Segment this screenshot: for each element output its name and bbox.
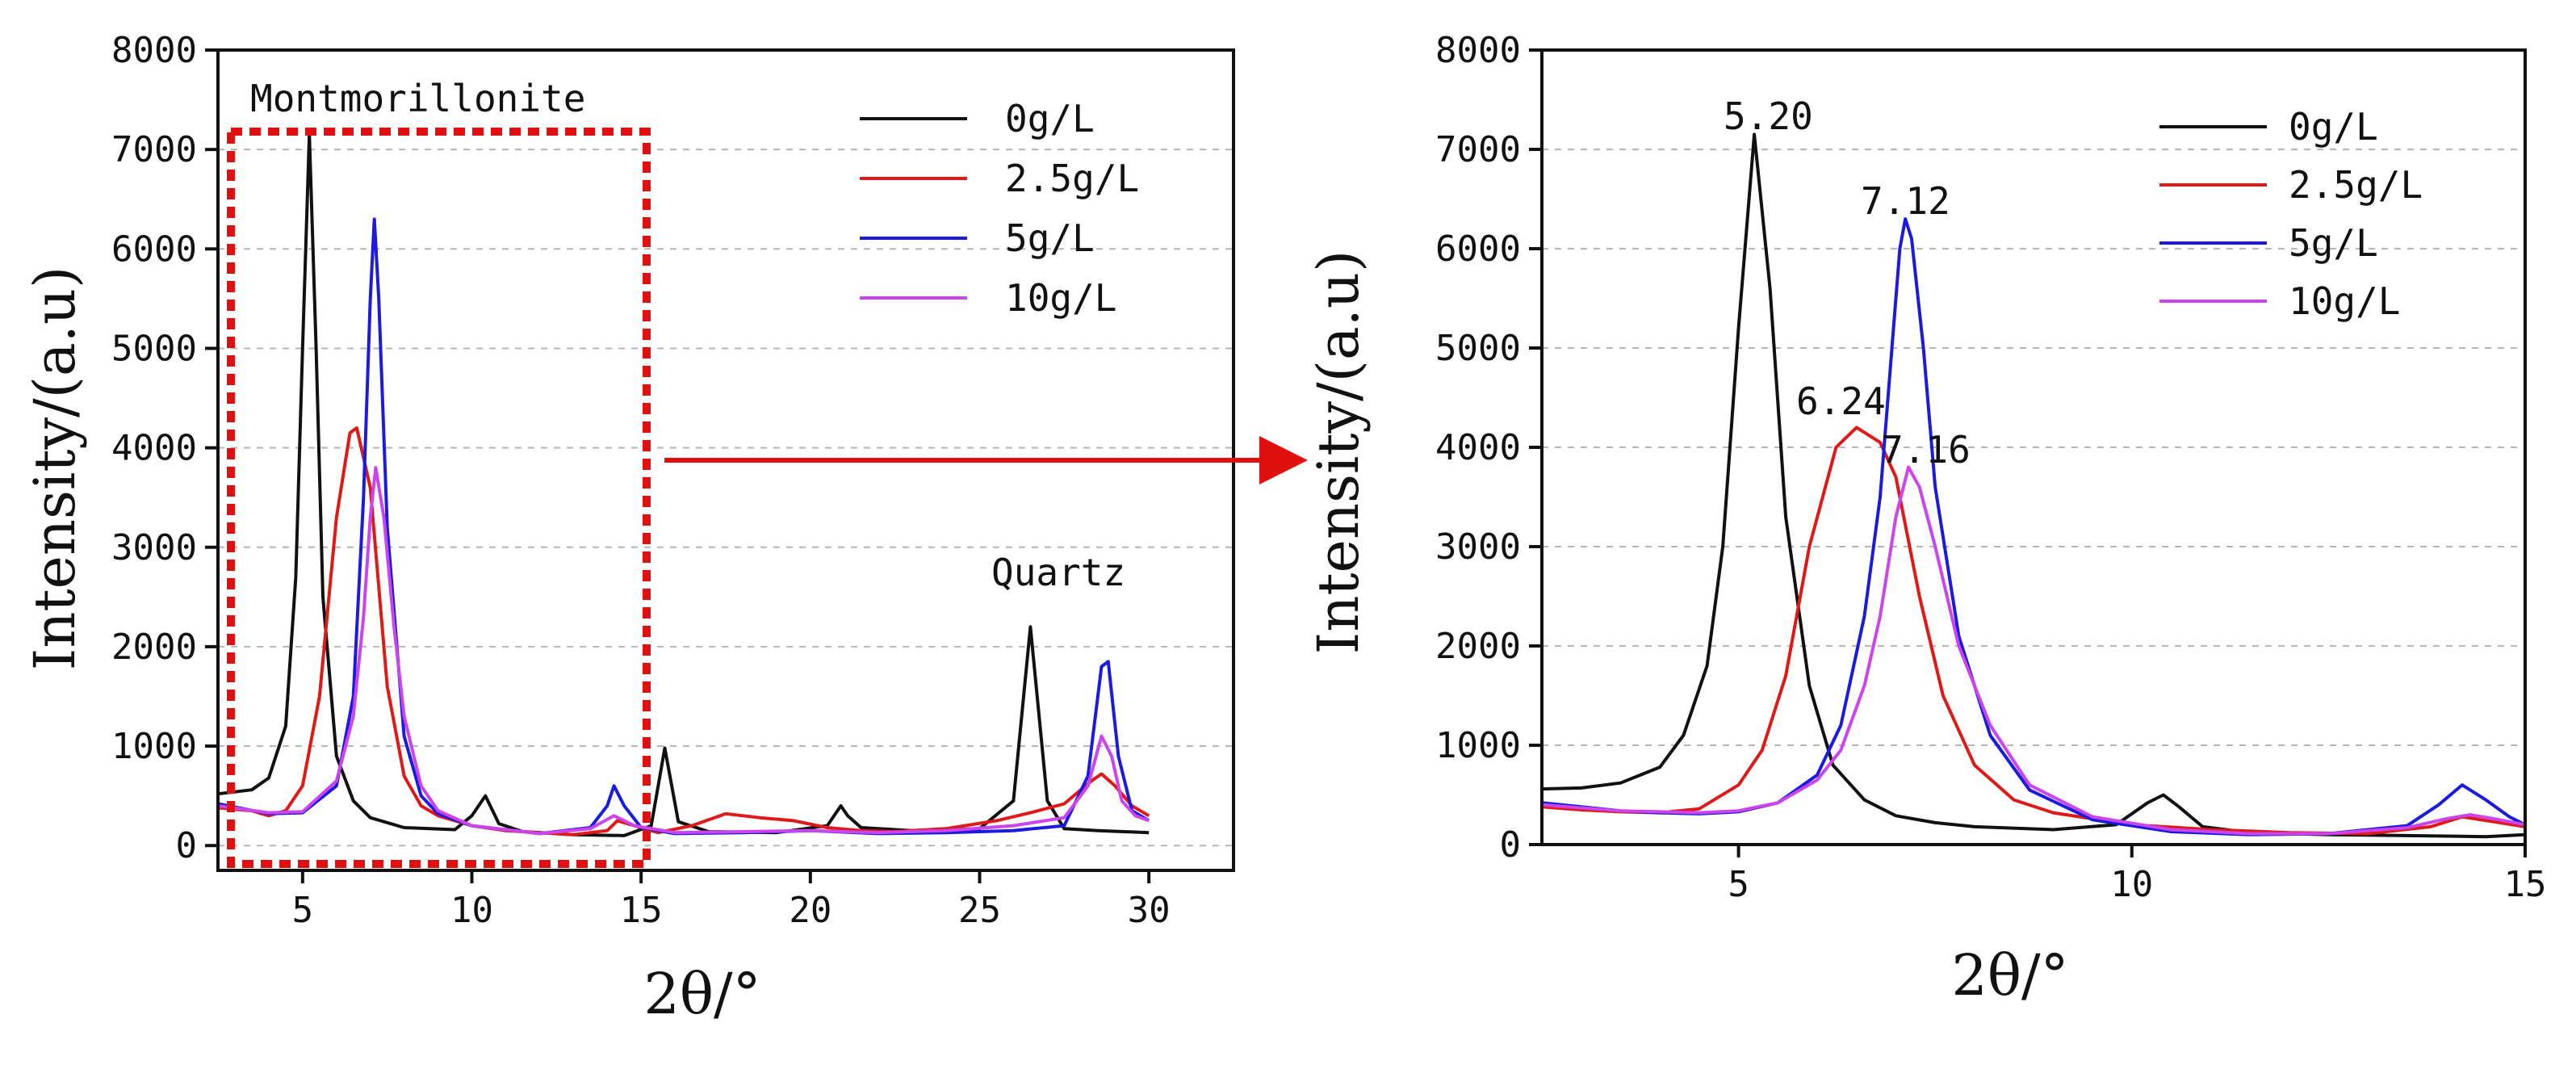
y-tick-label: 1000 — [1435, 725, 1521, 766]
y-tick-label: 7000 — [111, 129, 197, 170]
y-tick-label: 7000 — [1435, 129, 1521, 170]
zoomed-chart: 0 1000 2000 3000 4000 5000 6000 7000 8000 5 10 15 2… — [1305, 30, 2546, 1008]
annotation-quartz: Quartz — [991, 551, 1125, 594]
y-tick-label: 5000 — [111, 328, 197, 369]
y-tick-label: 0 — [176, 825, 198, 866]
legend-label: 10g/L — [2289, 279, 2400, 323]
x-tick-label: 5 — [1728, 864, 1749, 905]
series-line-10gL — [1541, 465, 2526, 836]
x-tick-label: 25 — [958, 890, 1001, 931]
legend-label: 2.5g/L — [2289, 163, 2423, 207]
legend-item: 2.5g/L — [2159, 163, 2423, 207]
x-axis-title: 2θ/° — [1951, 942, 2068, 1008]
series-line-25gL — [217, 426, 1150, 836]
y-tick-label: 6000 — [1435, 229, 1521, 270]
x-axis-title: 2θ/° — [643, 961, 760, 1027]
legend-label: 2.5g/L — [1005, 157, 1139, 200]
y-tick-label: 1000 — [111, 726, 197, 767]
y-tick-label: 2000 — [1435, 626, 1521, 667]
peak-label-0g: 5.20 — [1724, 94, 1813, 138]
legend-item: 0g/L — [860, 97, 1095, 140]
peak-label-10g: 7.16 — [1881, 428, 1971, 472]
annotation-montmorillonite: Montmorillonite — [250, 77, 585, 120]
y-tick-label: 2000 — [111, 627, 197, 668]
legend: 0g/L 2.5g/L 5g/L 10g/L — [2159, 105, 2423, 323]
x-tick-label: 10 — [2110, 864, 2153, 905]
x-tick-label: 20 — [789, 890, 831, 931]
y-tick-label: 8000 — [1435, 30, 1521, 71]
highlight-box — [227, 128, 651, 868]
legend-label: 10g/L — [1005, 276, 1116, 320]
legend-item: 0g/L — [2159, 105, 2378, 149]
peak-label-2-5g: 6.24 — [1796, 379, 1886, 423]
x-tick-label: 5 — [292, 890, 314, 931]
y-tick-label: 0 — [1500, 824, 1522, 866]
y-tick-label: 3000 — [111, 527, 197, 568]
peak-label-5g: 7.12 — [1861, 179, 1950, 223]
legend-label: 0g/L — [1005, 97, 1095, 140]
legend-item: 2.5g/L — [860, 157, 1139, 200]
legend-item: 10g/L — [860, 276, 1116, 320]
legend-item: 5g/L — [860, 216, 1095, 260]
x-tick-label: 15 — [620, 890, 663, 931]
y-axis-title: Intensity/(a.u) — [1305, 250, 1372, 655]
series-line-10gL — [217, 466, 1150, 836]
x-tick-label: 15 — [2504, 864, 2547, 905]
y-tick-label: 4000 — [111, 428, 197, 469]
legend-item: 5g/L — [2159, 221, 2378, 265]
legend: 0g/L 2.5g/L 5g/L 10g/L — [860, 97, 1139, 320]
full-range-chart: 0 1000 2000 3000 4000 5000 6000 7000 8000 5 10 15 20… — [22, 30, 1235, 1027]
series-line-5gL — [217, 217, 1150, 836]
y-axis-title: Intensity/(a.u) — [22, 266, 88, 671]
legend-label: 5g/L — [2289, 221, 2378, 265]
y-tick-label: 3000 — [1435, 526, 1521, 568]
x-tick-label: 10 — [450, 890, 493, 931]
x-tick-label: 30 — [1128, 890, 1171, 931]
y-tick-label: 5000 — [1435, 328, 1521, 369]
y-tick-label: 8000 — [111, 30, 197, 71]
y-tick-label: 6000 — [111, 229, 197, 270]
y-tick-label: 4000 — [1435, 427, 1521, 468]
legend-item: 10g/L — [2159, 279, 2400, 323]
legend-label: 0g/L — [2289, 105, 2378, 149]
legend-label: 5g/L — [1005, 216, 1095, 260]
series-line-25gL — [1541, 426, 2526, 836]
